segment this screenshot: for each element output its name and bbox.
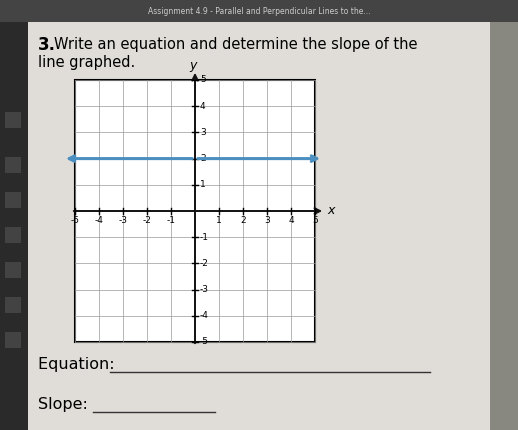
Bar bbox=[0, 0, 518, 22]
Bar bbox=[490, 0, 518, 430]
Bar bbox=[5, 227, 21, 243]
Text: Assignment 4.9 - Parallel and Perpendicular Lines to the...: Assignment 4.9 - Parallel and Perpendicu… bbox=[148, 6, 370, 15]
Text: -1: -1 bbox=[166, 216, 176, 225]
Bar bbox=[5, 112, 21, 128]
Bar bbox=[5, 332, 21, 348]
Text: -5: -5 bbox=[200, 338, 209, 347]
Text: -2: -2 bbox=[142, 216, 151, 225]
Text: 4: 4 bbox=[288, 216, 294, 225]
Text: 3: 3 bbox=[200, 128, 206, 137]
Text: -3: -3 bbox=[119, 216, 127, 225]
Text: 1: 1 bbox=[216, 216, 222, 225]
Bar bbox=[5, 157, 21, 173]
Text: x: x bbox=[327, 203, 335, 216]
Bar bbox=[5, 262, 21, 278]
Text: -2: -2 bbox=[200, 259, 209, 268]
Text: 3.: 3. bbox=[38, 36, 56, 54]
Text: 4: 4 bbox=[200, 102, 206, 111]
Bar bbox=[0, 0, 28, 430]
Text: 5: 5 bbox=[312, 216, 318, 225]
Bar bbox=[5, 297, 21, 313]
Text: y: y bbox=[189, 58, 197, 71]
Text: Write an equation and determine the slope of the: Write an equation and determine the slop… bbox=[54, 37, 418, 52]
Text: 5: 5 bbox=[200, 76, 206, 85]
Text: -3: -3 bbox=[200, 285, 209, 294]
Bar bbox=[5, 192, 21, 208]
Text: 3: 3 bbox=[264, 216, 270, 225]
Text: -1: -1 bbox=[200, 233, 209, 242]
Text: 2: 2 bbox=[200, 154, 206, 163]
Text: Equation:: Equation: bbox=[38, 357, 120, 372]
Text: -4: -4 bbox=[95, 216, 104, 225]
Text: Slope:: Slope: bbox=[38, 397, 93, 412]
Bar bbox=[75, 80, 315, 342]
Text: line graphed.: line graphed. bbox=[38, 55, 135, 71]
Text: -4: -4 bbox=[200, 311, 209, 320]
Text: -5: -5 bbox=[70, 216, 79, 225]
Text: 2: 2 bbox=[240, 216, 246, 225]
Text: 1: 1 bbox=[200, 180, 206, 189]
